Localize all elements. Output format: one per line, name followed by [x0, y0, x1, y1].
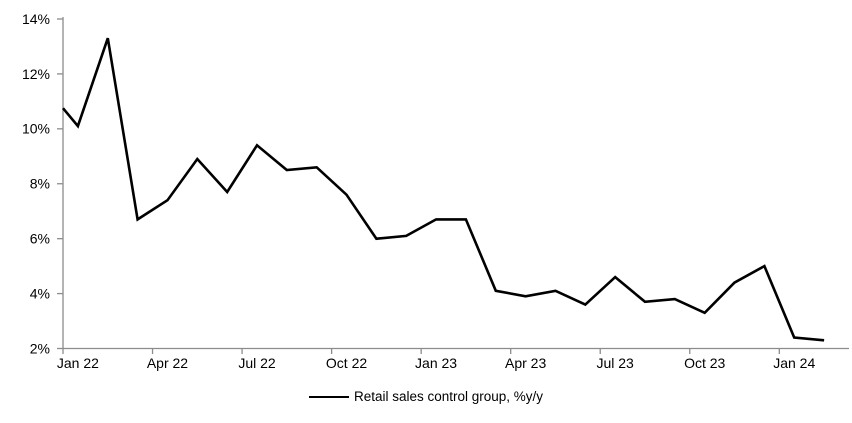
x-axis-ticks: Jan 22 Apr 22 Jul 22 Oct 22 Jan 23 Apr 23 Jul … [57, 348, 815, 371]
y-tick-label: 4% [30, 285, 50, 301]
y-tick-label: 2% [30, 340, 50, 356]
x-tick-label: Jul 22 [238, 355, 276, 371]
x-tick-label: Jan 22 [57, 355, 99, 371]
y-tick-label: 12% [22, 66, 50, 82]
x-tick-label: Jan 24 [773, 355, 815, 371]
legend-line-swatch [308, 395, 349, 398]
x-tick-label: Apr 23 [505, 355, 546, 371]
y-tick-label: 10% [22, 121, 50, 137]
y-tick-label: 6% [30, 231, 50, 247]
retail-sales-line [62, 37, 825, 342]
x-tick-label: Jul 23 [596, 355, 634, 371]
x-tick-label: Oct 23 [684, 355, 725, 371]
x-tick-label: Apr 22 [147, 355, 188, 371]
legend-label: Retail sales control group, %y/y [353, 389, 544, 404]
y-axis-ticks: 14% 12% 10% 8% 6% 4% 2% [22, 11, 63, 356]
x-tick-label: Jan 23 [415, 355, 457, 371]
legend: Retail sales control group, %y/y [0, 389, 852, 404]
y-tick-label: 14% [22, 11, 50, 27]
x-tick-label: Oct 22 [326, 355, 367, 371]
y-tick-label: 8% [30, 176, 50, 192]
